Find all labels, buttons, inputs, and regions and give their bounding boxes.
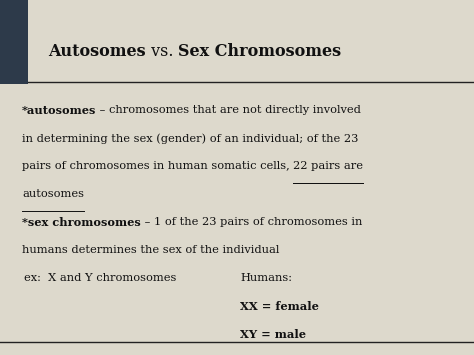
Bar	[0, 0, 28, 84]
Text: – 1 of the 23 pairs of chromosomes in: – 1 of the 23 pairs of chromosomes in	[141, 217, 362, 227]
Text: – chromosomes that are not directly involved: – chromosomes that are not directly invo…	[96, 105, 361, 115]
Text: humans determines the sex of the individual: humans determines the sex of the individ…	[22, 245, 279, 255]
Text: autosomes: autosomes	[22, 189, 84, 199]
Text: ex:  X and Y chromosomes: ex: X and Y chromosomes	[24, 273, 176, 283]
Text: XX = female: XX = female	[240, 301, 319, 312]
Text: Sex Chromosomes: Sex Chromosomes	[178, 44, 341, 60]
Text: *autosomes: *autosomes	[22, 105, 96, 116]
Text: *sex chromosomes: *sex chromosomes	[22, 217, 141, 228]
Text: Autosomes: Autosomes	[48, 44, 146, 60]
Text: in determining the sex (gender) of an individual; of the 23: in determining the sex (gender) of an in…	[22, 133, 358, 143]
Text: XY = male: XY = male	[240, 329, 306, 340]
Text: pairs of chromosomes in human somatic cells,: pairs of chromosomes in human somatic ce…	[22, 161, 293, 171]
Text: vs.: vs.	[146, 44, 178, 60]
Text: 22 pairs are: 22 pairs are	[293, 161, 364, 171]
Text: Humans:: Humans:	[240, 273, 292, 283]
